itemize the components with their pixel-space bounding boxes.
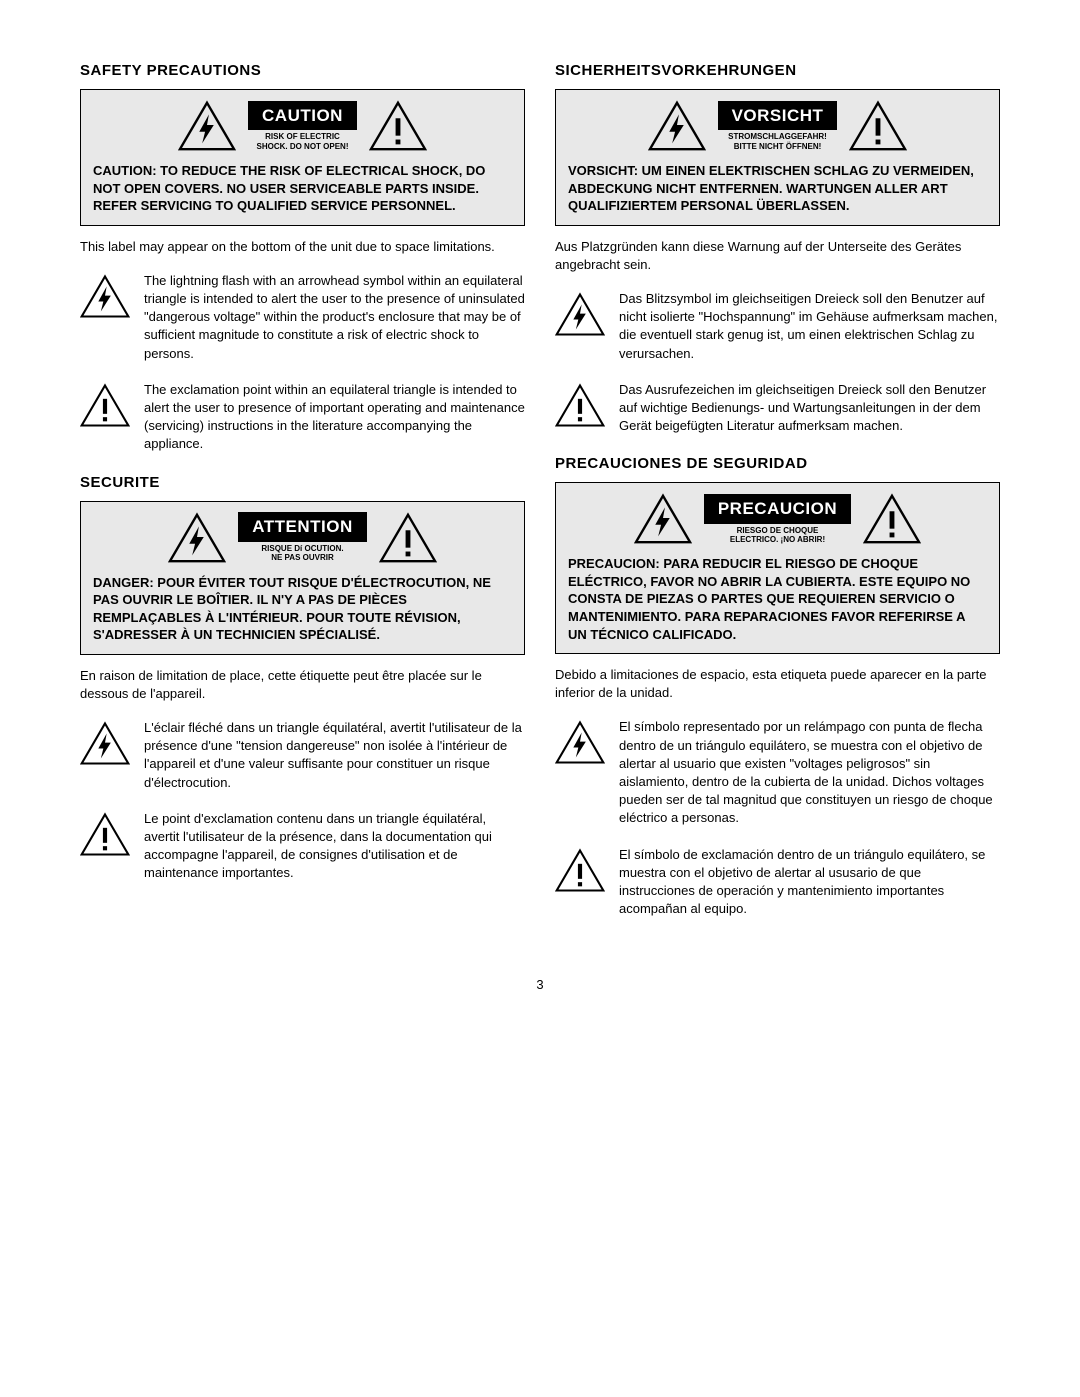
icon-row: VORSICHT STROMSCHLAGGEFAHR! BITTE NICHT … [568, 100, 987, 152]
bolt-text: L'éclair fléché dans un triangle équilat… [144, 719, 525, 792]
heading-german: SICHERHEITSVORKEHRUNGEN [555, 60, 1000, 81]
warning-box-english: CAUTION RISK OF ELECTRIC SHOCK. DO NOT O… [80, 89, 525, 226]
attention-label: ATTENTION RISQUE Dí OCUTION. NE PAS OUVR… [238, 512, 367, 563]
excl-text: El símbolo de exclamación dentro de un t… [619, 846, 1000, 919]
heading-english: SAFETY PRECAUTIONS [80, 60, 525, 81]
excl-text: The exclamation point within an equilate… [144, 381, 525, 454]
warning-box-french: ATTENTION RISQUE Dí OCUTION. NE PAS OUVR… [80, 501, 525, 655]
bolt-icon [80, 721, 130, 766]
warning-text-german: VORSICHT: UM EINEN ELEKTRISCHEN SCHLAG Z… [568, 162, 987, 215]
excl-text: Das Ausrufezeichen im gleichseitigen Dre… [619, 381, 1000, 436]
warning-box-spanish: PRECAUCION RIESGO DE CHOQUE ELECTRICO. ¡… [555, 482, 1000, 654]
bolt-description-french: L'éclair fléché dans un triangle équilat… [80, 719, 525, 792]
warning-text-spanish: PRECAUCION: PARA REDUCIR EL RIESGO DE CH… [568, 555, 987, 643]
bolt-icon [555, 720, 605, 765]
bolt-icon [648, 100, 706, 152]
warning-box-german: VORSICHT STROMSCHLAGGEFAHR! BITTE NICHT … [555, 89, 1000, 226]
caution-label-sub: RISK OF ELECTRIC SHOCK. DO NOT OPEN! [248, 132, 357, 151]
excl-text: Le point d'exclamation contenu dans un t… [144, 810, 525, 883]
warning-text-french: DANGER: POUR ÉVITER TOUT RISQUE D'ÉLECTR… [93, 574, 512, 644]
exclamation-icon [849, 100, 907, 152]
vorsicht-label-sub: STROMSCHLAGGEFAHR! BITTE NICHT ÖFFNEN! [718, 132, 838, 151]
bolt-description-english: The lightning flash with an arrowhead sy… [80, 272, 525, 363]
note-german: Aus Platzgründen kann diese Warnung auf … [555, 238, 1000, 274]
icon-row: PRECAUCION RIESGO DE CHOQUE ELECTRICO. ¡… [568, 493, 987, 545]
bolt-description-german: Das Blitzsymbol im gleichseitigen Dreiec… [555, 290, 1000, 363]
page-number: 3 [80, 976, 1000, 994]
note-english: This label may appear on the bottom of t… [80, 238, 525, 256]
attention-label-sub: RISQUE Dí OCUTION. NE PAS OUVRIR [238, 544, 367, 563]
icon-row: CAUTION RISK OF ELECTRIC SHOCK. DO NOT O… [93, 100, 512, 152]
bolt-icon [80, 274, 130, 319]
excl-description-german: Das Ausrufezeichen im gleichseitigen Dre… [555, 381, 1000, 436]
heading-spanish: PRECAUCIONES DE SEGURIDAD [555, 453, 1000, 474]
bolt-text: The lightning flash with an arrowhead sy… [144, 272, 525, 363]
excl-description-french: Le point d'exclamation contenu dans un t… [80, 810, 525, 883]
vorsicht-label-main: VORSICHT [718, 101, 838, 131]
note-french: En raison de limitation de place, cette … [80, 667, 525, 703]
heading-french: SECURITE [80, 472, 525, 493]
precaucion-label-main: PRECAUCION [704, 494, 851, 524]
precaucion-label-sub: RIESGO DE CHOQUE ELECTRICO. ¡NO ABRIR! [704, 526, 851, 545]
bolt-description-spanish: El símbolo representado por un relámpago… [555, 718, 1000, 827]
caution-label: CAUTION RISK OF ELECTRIC SHOCK. DO NOT O… [248, 101, 357, 152]
precaucion-label: PRECAUCION RIESGO DE CHOQUE ELECTRICO. ¡… [704, 494, 851, 545]
exclamation-icon [369, 100, 427, 152]
bolt-icon [178, 100, 236, 152]
warning-text-english: CAUTION: TO REDUCE THE RISK OF ELECTRICA… [93, 162, 512, 215]
exclamation-icon [80, 383, 130, 428]
attention-label-main: ATTENTION [238, 512, 367, 542]
caution-label-main: CAUTION [248, 101, 357, 131]
left-column: SAFETY PRECAUTIONS CAUTION RISK OF ELECT… [80, 60, 525, 936]
note-spanish: Debido a limitaciones de espacio, esta e… [555, 666, 1000, 702]
exclamation-icon [555, 848, 605, 893]
exclamation-icon [863, 493, 921, 545]
bolt-icon [168, 512, 226, 564]
exclamation-icon [80, 812, 130, 857]
right-column: SICHERHEITSVORKEHRUNGEN VORSICHT STROMSC… [555, 60, 1000, 936]
excl-description-english: The exclamation point within an equilate… [80, 381, 525, 454]
bolt-text: Das Blitzsymbol im gleichseitigen Dreiec… [619, 290, 1000, 363]
page-columns: SAFETY PRECAUTIONS CAUTION RISK OF ELECT… [80, 60, 1000, 936]
bolt-text: El símbolo representado por un relámpago… [619, 718, 1000, 827]
exclamation-icon [555, 383, 605, 428]
exclamation-icon [379, 512, 437, 564]
bolt-icon [555, 292, 605, 337]
bolt-icon [634, 493, 692, 545]
excl-description-spanish: El símbolo de exclamación dentro de un t… [555, 846, 1000, 919]
icon-row: ATTENTION RISQUE Dí OCUTION. NE PAS OUVR… [93, 512, 512, 564]
vorsicht-label: VORSICHT STROMSCHLAGGEFAHR! BITTE NICHT … [718, 101, 838, 152]
